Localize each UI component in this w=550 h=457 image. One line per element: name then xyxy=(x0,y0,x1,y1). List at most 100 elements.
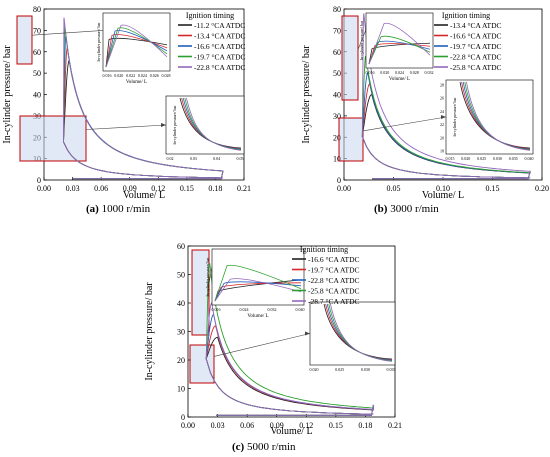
legend-title: Ignition timing xyxy=(300,245,348,254)
y-tick-label: 0 xyxy=(337,176,341,185)
legend-label-0: -13.4 °CA ATDC xyxy=(450,21,502,30)
inset-bottom-y-tick-label: 24 xyxy=(440,109,444,114)
caption-b-letter: (b) xyxy=(374,203,388,215)
legend-label-3: -19.7 °CA ATDC xyxy=(194,53,246,62)
legend-label-1: -13.4 °CA ATDC xyxy=(194,32,246,41)
pv-curve-4 xyxy=(205,301,374,416)
inset-bottom-arrowhead xyxy=(305,331,310,336)
caption-c-letter: (c) xyxy=(232,441,245,453)
inset-top-x-tick-label: 0.016 xyxy=(366,70,375,75)
panel-a-1000rpm: 0.000.030.060.090.120.150.180.2101020304… xyxy=(2,5,251,201)
inset-bottom-frame xyxy=(165,95,245,155)
caption-a: (a) 1000 r/min xyxy=(86,203,151,215)
legend-label-3: -22.8 °CA ATDC xyxy=(450,53,502,62)
inset-bottom-y-tick-label: 28 xyxy=(440,83,444,88)
inset-top-frame xyxy=(211,248,305,306)
inset-top-x-tick-label: 0.020 xyxy=(114,73,123,78)
inset-bottom-x-tick-label: 0.025 xyxy=(335,367,344,372)
legend-label-4: -25.8 °CA ATDC xyxy=(450,63,502,72)
y-axis-label: In-cylinder pressure/ bar xyxy=(144,282,155,381)
inset-top-curve-1 xyxy=(105,34,168,68)
y-tick-label: 0 xyxy=(37,176,41,185)
inset-top-curve-1 xyxy=(368,43,431,65)
inset-top-connector xyxy=(208,265,213,285)
inset-top-curve-4 xyxy=(105,24,168,68)
y-tick-label: 50 xyxy=(33,69,41,78)
y-tick-label: 10 xyxy=(177,385,185,394)
inset-top-frame xyxy=(365,12,434,69)
inset-bottom-arrowhead xyxy=(441,115,446,119)
inset-top-curve-0 xyxy=(105,37,168,68)
caption-c: (c) 5000 r/min xyxy=(232,441,296,453)
inset-bottom-x-tick-label: 0.025 xyxy=(477,156,486,161)
y-tick-label: 70 xyxy=(33,26,41,35)
legend-label-4: -22.8 °CA ATDC xyxy=(194,63,246,72)
inset-top-connector xyxy=(357,29,367,50)
inset-top-curve-3 xyxy=(214,264,302,302)
inset-bottom-y-label: In-cylinder pressure/ bar xyxy=(452,97,457,137)
zoom-box-top xyxy=(191,249,210,336)
inset-top-frame xyxy=(102,12,171,72)
y-axis-label: In-cylinder pressure/ bar xyxy=(2,45,13,144)
x-tick-label: 0.09 xyxy=(270,421,284,430)
inset-bottom-connector xyxy=(362,116,447,132)
x-tick-label: 0.12 xyxy=(299,421,313,430)
inset-top-y-label: In-cylinder pressure/ bar xyxy=(96,22,101,62)
inset-bottom-x-tick-label: 0.02 xyxy=(167,156,174,161)
y-tick-label: 0 xyxy=(181,413,185,422)
inset-top-curve-4 xyxy=(368,22,431,65)
x-tick-label: 0.21 xyxy=(388,421,402,430)
legend-title: Ignition timing xyxy=(442,11,490,20)
x-tick-label: 0.03 xyxy=(211,421,225,430)
legend-label-1: -16.6 °CA ATDC xyxy=(450,32,502,41)
inset-top-x-tick-label: 0.020 xyxy=(380,70,389,75)
caption-a-letter: (a) xyxy=(86,203,99,215)
inset-top-x-tick-label: 0.028 xyxy=(162,73,171,78)
zoom-box-top xyxy=(341,15,359,101)
inset-bottom-connector xyxy=(213,333,311,357)
x-tick-label: 0.06 xyxy=(94,184,108,193)
y-tick-label: 50 xyxy=(333,69,341,78)
x-tick-label: 0.00 xyxy=(37,184,51,193)
inset-top-x-tick-label: 0.032 xyxy=(268,307,277,312)
inset-bottom-curve-4 xyxy=(466,81,531,151)
inset-top-curve-3 xyxy=(368,35,431,65)
y-tick-label: 60 xyxy=(177,242,185,251)
pv-curve-4 xyxy=(63,17,224,180)
y-tick-label: 40 xyxy=(177,299,185,308)
x-tick-label: 0.06 xyxy=(240,421,254,430)
inset-top-x-tick-label: 0.024 xyxy=(240,307,249,312)
inset-bottom-x-tick-label: 0.020 xyxy=(461,156,470,161)
y-tick-label: 10 xyxy=(333,155,341,164)
legend-label-1: -19.7 °CA ATDC xyxy=(308,266,360,275)
y-tick-label: 60 xyxy=(333,48,341,57)
zoom-box-bottom xyxy=(189,344,215,384)
zoom-box-bottom xyxy=(19,115,87,162)
inset-top-x-tick-label: 0.040 xyxy=(296,307,305,312)
y-tick-label: 20 xyxy=(177,356,185,365)
y-tick-label: 30 xyxy=(177,328,185,337)
inset-top-x-label: Volume/ L xyxy=(389,77,410,82)
inset-bottom-arrowhead xyxy=(161,123,166,127)
inset-bottom-y-tick-label: 26 xyxy=(440,96,444,101)
inset-bottom-x-tick-label: 0.03 xyxy=(190,156,197,161)
panel-c-5000rpm: 0.00 0.03 0.06 0.09 0.12 0.15 0.18 0.21 0 10 20 30 4… xyxy=(144,242,402,437)
inset-bottom-y-tick-label: 18 xyxy=(440,149,444,154)
zoom-box-top xyxy=(16,15,33,65)
x-axis-label: Volume/ L xyxy=(270,426,312,437)
inset-top-x-tick-label: 0.024 xyxy=(138,73,147,78)
legend-label-3: -25.8 °CA ATDC xyxy=(308,287,360,296)
x-tick-label: 0.00 xyxy=(337,184,351,193)
inset-top-x-tick-label: 0.028 xyxy=(410,70,419,75)
inset-top-curve-3 xyxy=(105,27,168,68)
inset-top-x-label: Volume/ L xyxy=(247,314,268,319)
inset-top-x-tick-label: 0.016 xyxy=(103,73,112,78)
legend-title: Ignition timing xyxy=(186,11,234,20)
x-axis-label: Volume/ L xyxy=(123,190,165,201)
inset-top-x-label: Volume/ L xyxy=(126,80,147,85)
y-tick-label: 20 xyxy=(333,133,341,142)
y-tick-label: 30 xyxy=(333,112,341,121)
y-tick-label: 60 xyxy=(33,48,41,57)
legend-label-2: -16.6 °CA ATDC xyxy=(194,42,246,51)
